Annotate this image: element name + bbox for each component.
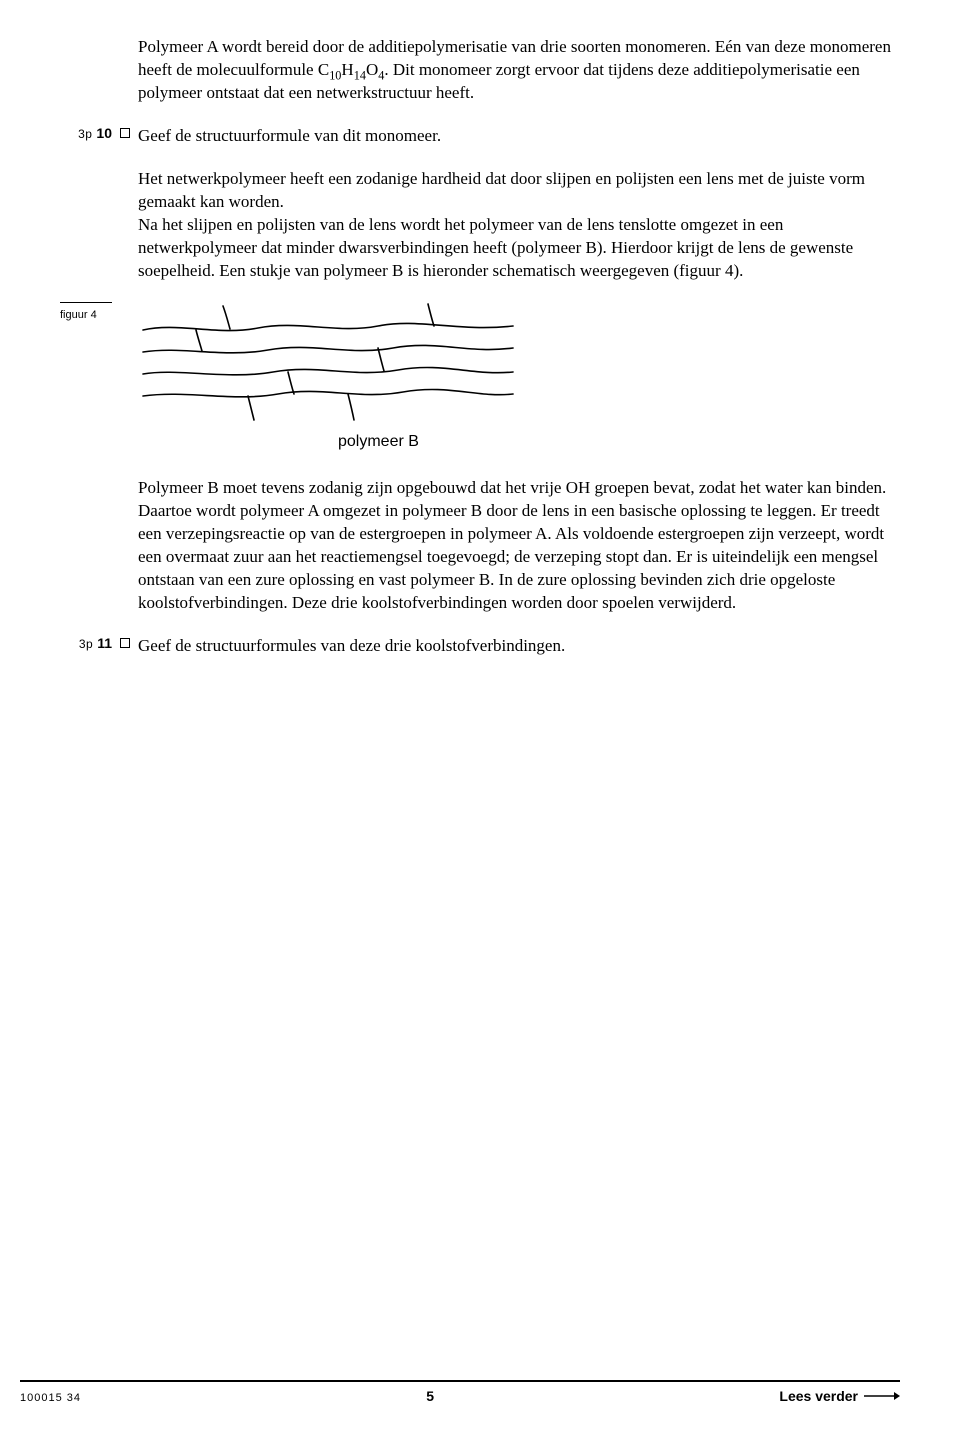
q11-number: 11 (97, 635, 112, 651)
middle-text: Het netwerkpolymeer heeft een zodanige h… (138, 168, 900, 283)
q10-points: 3p (78, 127, 92, 141)
q11-checkbox[interactable] (120, 638, 130, 648)
arrow-right-icon (864, 1391, 900, 1401)
checkbox-empty-3 (112, 477, 138, 480)
footer-doc-id: 100015 34 (20, 1392, 81, 1404)
footer-page-number: 5 (426, 1388, 434, 1404)
middle-paragraph: Het netwerkpolymeer heeft een zodanige h… (138, 168, 900, 297)
checkbox-empty (112, 36, 138, 39)
intro-sub1: 10 (329, 68, 341, 82)
q10-checkbox[interactable] (120, 128, 130, 138)
polymerB-text: Polymeer B moet tevens zodanig zijn opge… (138, 477, 900, 615)
figure-4-svg-wrap: polymeer B (138, 302, 518, 473)
q11-checkbox-col (112, 635, 138, 648)
figure-4-margin: figuur 4 (60, 302, 112, 323)
polymerB-paragraph: Polymeer B moet tevens zodanig zijn opge… (138, 477, 900, 629)
intro-mid1: H (341, 60, 353, 79)
intro-mid2: O (366, 60, 378, 79)
q10-margin: 3p 10 (60, 125, 112, 141)
q11-points: 3p (79, 637, 93, 651)
question-10-row: 3p 10 Geef de structuurformule van dit m… (60, 125, 900, 148)
middle-row: Het netwerkpolymeer heeft een zodanige h… (60, 168, 900, 297)
spacer (60, 154, 900, 168)
checkbox-empty-2 (112, 168, 138, 171)
intro-paragraph: Polymeer A wordt bereid door de additiep… (138, 36, 900, 119)
q10-checkbox-col (112, 125, 138, 138)
figure-4-row: figuur 4 (60, 302, 900, 473)
footer-divider (20, 1380, 900, 1382)
polymer-b-diagram (138, 302, 518, 422)
q11-text: Geef de structuurformules van deze drie … (138, 635, 900, 658)
q10-text: Geef de structuurformule van dit monomee… (138, 125, 900, 148)
question-11-row: 3p 11 Geef de structuurformules van deze… (60, 635, 900, 658)
intro-row: Polymeer A wordt bereid door de additiep… (60, 36, 900, 119)
page-footer: 100015 34 5 Lees verder (0, 1380, 960, 1404)
figure-4-label: figuur 4 (60, 309, 97, 321)
footer-continue: Lees verder (779, 1388, 900, 1404)
polymerB-row: Polymeer B moet tevens zodanig zijn opge… (60, 477, 900, 629)
q11-margin: 3p 11 (60, 635, 112, 651)
footer-continue-text: Lees verder (779, 1388, 858, 1404)
footer-row: 100015 34 5 Lees verder (20, 1388, 900, 1404)
page: Polymeer A wordt bereid door de additiep… (0, 0, 960, 1436)
intro-sub2: 14 (354, 68, 366, 82)
q10-number: 10 (96, 125, 112, 141)
figure-4-caption: polymeer B (338, 433, 518, 451)
